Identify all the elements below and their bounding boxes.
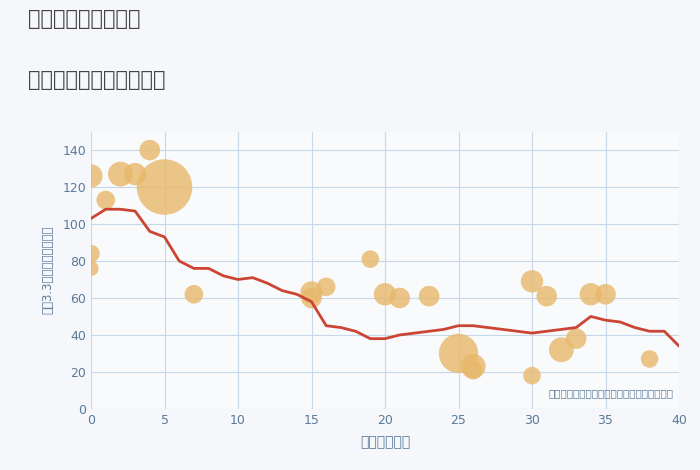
Point	[526, 372, 538, 379]
Point	[541, 292, 552, 300]
Point	[130, 170, 141, 178]
Point	[365, 255, 376, 263]
Point	[468, 363, 479, 370]
Point	[453, 350, 464, 357]
Point	[468, 366, 479, 374]
Point	[570, 335, 582, 343]
Point	[306, 289, 317, 296]
Point	[526, 278, 538, 285]
Text: 円の大きさは、取引のあった物件面積を示す: 円の大きさは、取引のあった物件面積を示す	[548, 388, 673, 398]
Point	[644, 355, 655, 363]
Point	[424, 292, 435, 300]
Text: 築年数別中古戸建て価格: 築年数別中古戸建て価格	[28, 70, 165, 91]
Point	[394, 294, 405, 302]
Point	[144, 146, 155, 154]
Point	[556, 346, 567, 353]
Point	[115, 170, 126, 178]
Point	[85, 250, 97, 258]
Y-axis label: 坪（3.3㎡）単価（万円）: 坪（3.3㎡）単価（万円）	[41, 226, 54, 314]
Point	[85, 265, 97, 272]
Point	[188, 290, 199, 298]
Point	[321, 283, 332, 290]
Point	[600, 290, 611, 298]
Text: 千葉県成田市南敷の: 千葉県成田市南敷の	[28, 9, 141, 30]
Point	[585, 290, 596, 298]
Point	[159, 183, 170, 191]
X-axis label: 築年数（年）: 築年数（年）	[360, 435, 410, 449]
Point	[379, 290, 391, 298]
Point	[85, 172, 97, 180]
Point	[306, 294, 317, 302]
Point	[100, 196, 111, 204]
